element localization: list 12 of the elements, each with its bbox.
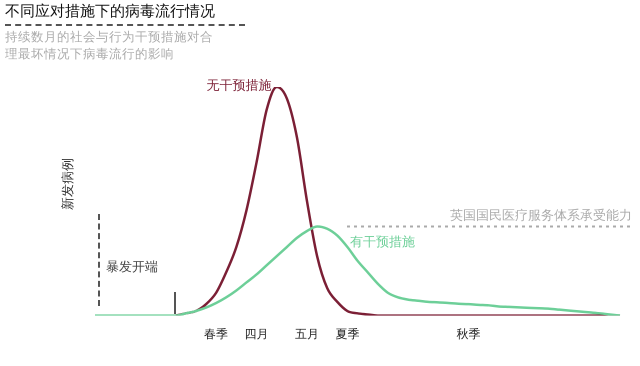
x-tick-label: 五月 — [295, 326, 320, 341]
y-axis-title: 新发病例 — [60, 157, 77, 212]
x-tick-label: 春季 — [204, 326, 228, 341]
chart-subtitle: 持续数月的社会与行为干预措施对合理最坏情况下病毒流行的影响 — [5, 28, 214, 62]
x-tick-label: 秋季 — [456, 326, 481, 341]
chart-title: 不同应对措施下的病毒流行情况 — [5, 2, 215, 21]
x-tick-label: 夏季 — [335, 326, 360, 341]
series-label: 无干预措施 — [206, 78, 272, 94]
series-label: 有干预措施 — [350, 234, 416, 250]
ref-line-label: 英国国民医疗服务体系承受能力 — [450, 208, 632, 224]
x-tick-label: 四月 — [244, 326, 269, 341]
annotation: 暴发开端 — [106, 259, 158, 276]
